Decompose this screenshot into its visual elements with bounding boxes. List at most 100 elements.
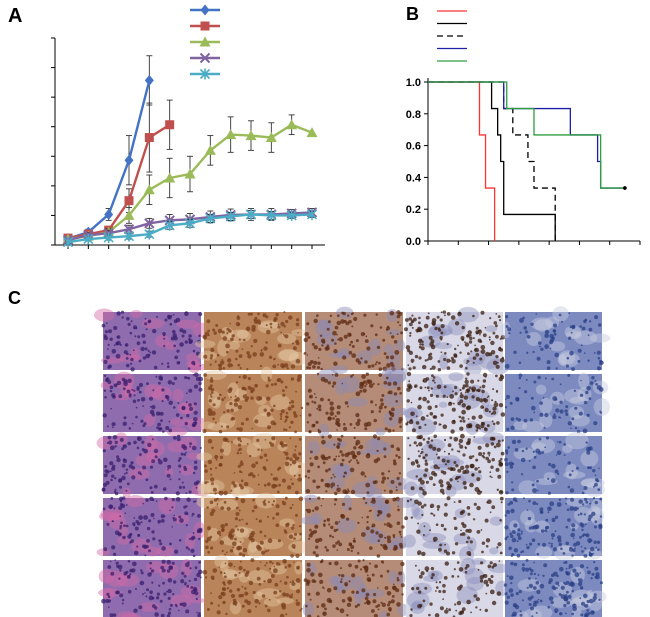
cell-nucleus <box>419 486 423 491</box>
cell-nucleus <box>123 350 128 355</box>
cell-nucleus <box>440 483 444 488</box>
cell-nucleus <box>284 443 288 447</box>
cell-nucleus <box>504 449 509 453</box>
cell-nucleus <box>469 334 472 337</box>
cell-nucleus <box>565 364 570 368</box>
cell-nucleus <box>209 467 213 471</box>
cell-nucleus <box>121 316 124 319</box>
cell-nucleus <box>210 409 213 412</box>
cell-nucleus <box>264 604 268 608</box>
cell-nucleus <box>568 473 572 477</box>
cell-nucleus <box>294 430 297 434</box>
cell-nucleus <box>334 415 337 418</box>
cell-nucleus <box>388 390 393 395</box>
cell-nucleus <box>348 343 352 346</box>
cell-nucleus <box>545 518 549 522</box>
series-vehicle <box>63 55 154 245</box>
cell-nucleus <box>151 530 155 534</box>
cell-nucleus <box>273 318 277 323</box>
cell-nucleus <box>540 347 544 351</box>
cell-nucleus <box>286 522 290 526</box>
cell-nucleus <box>447 452 451 455</box>
tissue-patch <box>403 534 416 548</box>
cell-nucleus <box>224 562 227 565</box>
cell-nucleus <box>309 394 313 399</box>
cell-nucleus <box>431 512 434 515</box>
cell-nucleus <box>281 602 286 608</box>
cell-nucleus <box>495 313 498 315</box>
cell-nucleus <box>326 518 331 522</box>
cell-nucleus <box>160 565 165 570</box>
cell-nucleus <box>232 598 237 603</box>
cell-nucleus <box>424 462 429 466</box>
cell-nucleus <box>385 376 389 380</box>
cell-nucleus <box>279 580 282 583</box>
cell-nucleus <box>487 499 492 505</box>
cell-nucleus <box>409 332 412 335</box>
cell-nucleus <box>344 471 347 475</box>
cell-nucleus <box>555 454 558 456</box>
cell-nucleus <box>257 483 260 486</box>
cell-nucleus <box>305 489 311 494</box>
cell-nucleus <box>277 323 280 326</box>
cell-nucleus <box>461 409 466 415</box>
cell-nucleus <box>404 327 408 332</box>
cell-nucleus <box>288 401 291 404</box>
cell-nucleus <box>491 399 494 402</box>
cell-nucleus <box>499 519 502 522</box>
tissue-patch <box>368 338 382 356</box>
tissue-patch <box>522 420 544 433</box>
cell-nucleus <box>441 458 446 463</box>
cell-nucleus <box>458 443 461 446</box>
cell-nucleus <box>465 464 470 469</box>
cell-nucleus <box>423 473 427 478</box>
cell-nucleus <box>115 590 119 595</box>
cell-nucleus <box>142 502 145 505</box>
cell-nucleus <box>279 613 285 617</box>
cell-nucleus <box>103 334 107 338</box>
cell-nucleus <box>564 582 567 586</box>
cell-nucleus <box>523 326 527 330</box>
cell-nucleus <box>330 525 334 530</box>
cell-nucleus <box>587 334 590 336</box>
cell-nucleus <box>571 367 575 371</box>
cell-nucleus <box>457 401 462 406</box>
tissue-patch <box>166 426 188 437</box>
cell-nucleus <box>136 521 141 526</box>
tissue-patch <box>246 442 262 458</box>
cell-nucleus <box>472 361 475 364</box>
cell-nucleus <box>142 356 147 360</box>
cell-nucleus <box>405 318 409 322</box>
cell-nucleus <box>214 492 217 495</box>
cell-nucleus <box>115 341 120 346</box>
cell-nucleus <box>422 534 425 536</box>
micrograph-tile <box>300 494 412 558</box>
cell-nucleus <box>467 418 470 420</box>
cell-nucleus <box>181 334 185 338</box>
cell-nucleus <box>366 599 371 605</box>
cell-nucleus <box>259 561 262 563</box>
cell-nucleus <box>529 542 533 546</box>
cell-nucleus <box>329 411 335 416</box>
cell-nucleus <box>430 506 432 508</box>
cell-nucleus <box>241 348 244 350</box>
censor-mark <box>623 186 627 190</box>
cell-nucleus <box>315 591 320 596</box>
cell-nucleus <box>498 403 504 408</box>
cell-nucleus <box>175 413 180 417</box>
cell-nucleus <box>174 603 177 607</box>
cell-nucleus <box>597 356 601 360</box>
cell-nucleus <box>212 328 216 332</box>
cell-nucleus <box>279 442 283 446</box>
cell-nucleus <box>212 417 215 421</box>
cell-nucleus <box>485 538 491 543</box>
cell-nucleus <box>534 524 540 529</box>
cell-nucleus <box>275 513 278 516</box>
cell-nucleus <box>533 380 537 384</box>
cell-nucleus <box>530 322 534 326</box>
cell-nucleus <box>167 596 171 601</box>
cell-nucleus <box>336 549 339 551</box>
cell-nucleus <box>559 566 564 572</box>
cell-nucleus <box>193 417 198 422</box>
cell-nucleus <box>529 572 533 576</box>
